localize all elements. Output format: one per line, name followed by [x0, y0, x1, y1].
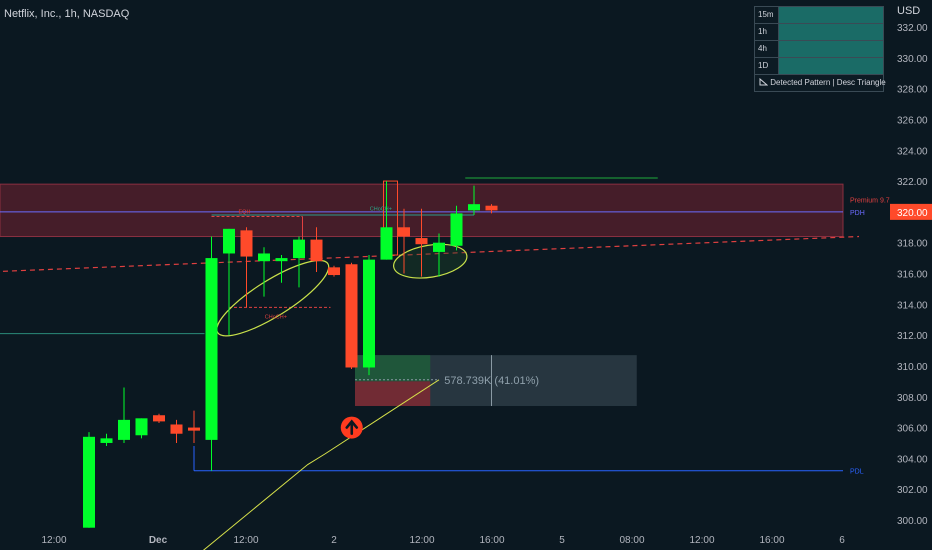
- candle-body: [380, 227, 393, 260]
- pattern-ellipse: [393, 243, 468, 279]
- triangle-ruler-icon: [759, 77, 769, 86]
- level-label-pdh: PDH: [850, 210, 865, 217]
- level-label-pdl: PDL: [850, 469, 864, 476]
- mtf-row-1d: 1D: [755, 58, 883, 75]
- y-tick-label: 304.00: [897, 454, 928, 465]
- mtf-status-cell: [779, 7, 883, 23]
- pattern-ellipse: [216, 259, 330, 337]
- candle-body: [398, 227, 410, 237]
- y-tick-label: 326.00: [897, 115, 928, 126]
- x-tick-label: 16:00: [479, 535, 504, 546]
- candle-body: [328, 267, 340, 276]
- x-tick-label: 12:00: [41, 535, 66, 546]
- candle-body: [118, 419, 130, 440]
- y-tick-label: 312.00: [897, 331, 928, 342]
- y-tick-label: 300.00: [897, 516, 928, 527]
- candle-body: [415, 238, 428, 245]
- candle-body: [310, 239, 323, 262]
- y-tick-label: 316.00: [897, 270, 928, 281]
- mtf-status-cell: [779, 41, 883, 57]
- y-tick-label: 324.00: [897, 146, 928, 157]
- y-tick-label: 318.00: [897, 239, 928, 250]
- mtf-status-cell: [779, 58, 883, 74]
- mtf-row-4h: 4h: [755, 41, 883, 58]
- mtf-pattern-text: Detected Pattern | Desc Triangle: [770, 78, 886, 87]
- x-tick-label: 12:00: [233, 535, 258, 546]
- candle-body: [205, 258, 218, 440]
- structure-label: CHoCH+: [265, 314, 287, 320]
- candle-body: [100, 438, 113, 443]
- mtf-status-cell: [779, 24, 883, 40]
- x-tick-label: Dec: [149, 535, 168, 546]
- structure-label: CHoCH+: [370, 206, 392, 212]
- measurement-line: [202, 379, 440, 550]
- x-tick-label: 12:00: [409, 535, 434, 546]
- candle-body: [468, 204, 480, 211]
- candle-body: [240, 230, 253, 257]
- y-tick-label: 330.00: [897, 54, 928, 65]
- candle-body: [450, 213, 463, 246]
- y-tick-label: 322.00: [897, 177, 928, 188]
- candle-body: [275, 258, 288, 262]
- x-tick-label: 2: [331, 535, 337, 546]
- mtf-timeframe-label: 4h: [755, 41, 779, 57]
- x-tick-label: 6: [839, 535, 845, 546]
- y-tick-label: 306.00: [897, 424, 928, 435]
- mtf-row-1h: 1h: [755, 24, 883, 41]
- mtf-timeframe-label: 1D: [755, 58, 779, 74]
- candle-body: [170, 424, 183, 434]
- candle-body: [293, 239, 305, 259]
- mtf-row-15m: 15m: [755, 7, 883, 24]
- candle-body: [153, 415, 165, 422]
- candle-body: [485, 205, 498, 211]
- structure-label: EQH: [239, 209, 251, 215]
- candle-body: [433, 242, 445, 252]
- signal-arrow-glyph: [345, 419, 359, 435]
- x-tick-label: 5: [559, 535, 565, 546]
- mtf-timeframe-label: 15m: [755, 7, 779, 23]
- mtf-timeframe-label: 1h: [755, 24, 779, 40]
- current-price-tag: [890, 203, 932, 220]
- mtf-pattern-table: 15m 1h 4h 1D Detected Pattern | Desc Tri…: [754, 6, 886, 92]
- candle-body: [258, 253, 270, 262]
- fvg-bearish-box: [355, 381, 431, 406]
- y-tick-label: 310.00: [897, 362, 928, 373]
- up-arrow-icon: [340, 416, 363, 439]
- premium-zone-label: Premium 9.7: [850, 198, 890, 205]
- candle-body: [135, 418, 148, 436]
- candle-body: [188, 427, 200, 431]
- candle-body: [345, 264, 358, 368]
- x-tick-label: 12:00: [689, 535, 714, 546]
- y-tick-label: 332.00: [897, 23, 928, 34]
- y-tick-label: 328.00: [897, 85, 928, 96]
- y-tick-label: 302.00: [897, 485, 928, 496]
- mtf-pattern-footer: Detected Pattern | Desc Triangle: [755, 75, 886, 91]
- candle-body: [223, 228, 235, 254]
- candle-body: [363, 259, 375, 368]
- x-tick-label: 08:00: [619, 535, 644, 546]
- trendline: [0, 235, 860, 273]
- ticker-title: Netflix, Inc., 1h, NASDAQ: [4, 8, 130, 20]
- current-price-label: 320.00: [897, 208, 928, 219]
- y-tick-label: 308.00: [897, 393, 928, 404]
- y-tick-label: 314.00: [897, 300, 928, 311]
- currency-unit: USD: [897, 5, 921, 17]
- candle-body: [83, 436, 95, 528]
- x-tick-label: 16:00: [759, 535, 784, 546]
- measurement-label: 578.739K (41.01%): [444, 375, 539, 387]
